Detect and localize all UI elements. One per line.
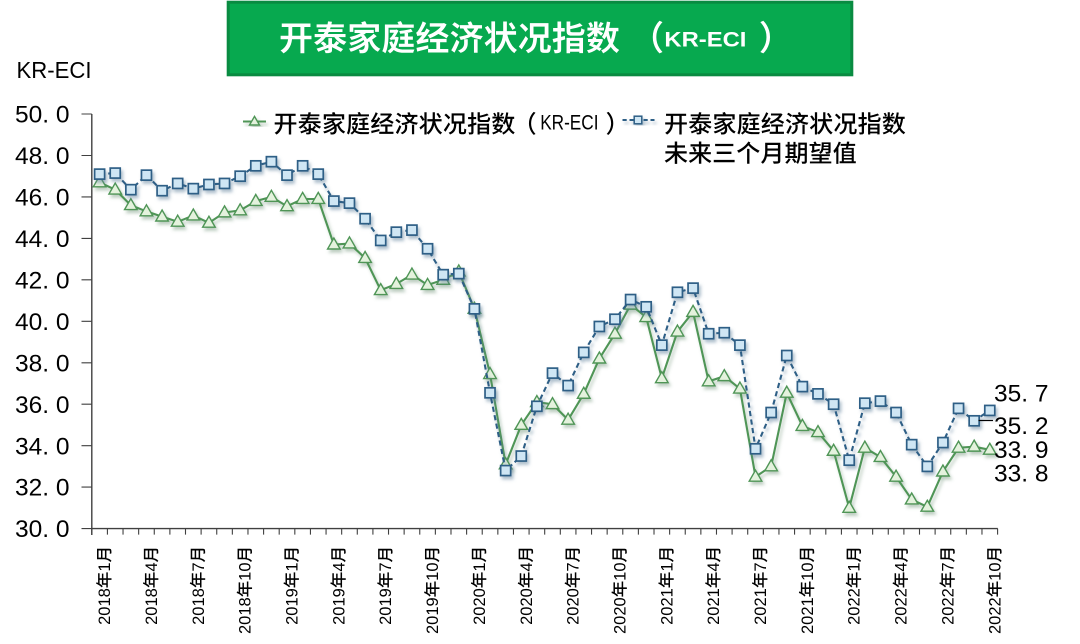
svg-text:1: 1	[284, 562, 302, 571]
svg-text:42. 0: 42. 0	[15, 267, 70, 294]
svg-text:33. 8: 33. 8	[994, 461, 1049, 488]
svg-text:4: 4	[330, 562, 348, 571]
svg-text:7: 7	[939, 562, 957, 571]
svg-text:2022: 2022	[846, 588, 864, 625]
svg-text:2019: 2019	[284, 588, 302, 625]
svg-text:1: 1	[846, 562, 864, 571]
svg-text:2019: 2019	[330, 588, 348, 625]
svg-text:32. 0: 32. 0	[15, 475, 70, 502]
svg-text:2019: 2019	[424, 597, 442, 634]
svg-text:4: 4	[143, 562, 161, 571]
svg-text:7: 7	[565, 562, 583, 571]
svg-text:4: 4	[893, 562, 911, 571]
svg-text:2019: 2019	[377, 588, 395, 625]
svg-text:2022: 2022	[939, 588, 957, 625]
svg-text:1: 1	[658, 562, 676, 571]
svg-text:46. 0: 46. 0	[15, 185, 70, 212]
svg-text:35. 7: 35. 7	[994, 381, 1049, 408]
svg-text:KR-ECI: KR-ECI	[664, 27, 746, 51]
svg-text:10: 10	[424, 562, 442, 580]
svg-text:2020: 2020	[611, 597, 629, 634]
svg-text:2020: 2020	[518, 588, 536, 625]
svg-text:10: 10	[799, 562, 817, 580]
svg-text:2018: 2018	[237, 597, 255, 634]
svg-text:7: 7	[377, 562, 395, 571]
svg-text:2021: 2021	[658, 588, 676, 625]
svg-text:48. 0: 48. 0	[15, 143, 70, 170]
svg-text:2018: 2018	[143, 588, 161, 625]
svg-text:4: 4	[705, 562, 723, 571]
svg-text:1: 1	[471, 562, 489, 571]
svg-text:33. 9: 33. 9	[994, 437, 1049, 464]
svg-text:2018: 2018	[190, 588, 208, 625]
svg-text:4: 4	[518, 562, 536, 571]
svg-text:2020: 2020	[565, 588, 583, 625]
svg-text:1: 1	[96, 562, 114, 571]
svg-text:10: 10	[611, 562, 629, 580]
svg-text:7: 7	[752, 562, 770, 571]
svg-text:36. 0: 36. 0	[15, 392, 70, 419]
svg-text:2020: 2020	[471, 588, 489, 625]
svg-text:2021: 2021	[705, 588, 723, 625]
svg-text:38. 0: 38. 0	[15, 350, 70, 377]
svg-text:2022: 2022	[986, 597, 1004, 634]
svg-text:KR-ECI: KR-ECI	[17, 57, 92, 83]
svg-text:10: 10	[237, 562, 255, 580]
svg-text:40. 0: 40. 0	[15, 309, 70, 336]
svg-text:7: 7	[190, 562, 208, 571]
svg-text:34. 0: 34. 0	[15, 433, 70, 460]
svg-text:44. 0: 44. 0	[15, 226, 70, 253]
svg-text:30. 0: 30. 0	[15, 516, 70, 543]
svg-text:35. 2: 35. 2	[994, 413, 1049, 440]
svg-text:2021: 2021	[752, 588, 770, 625]
svg-text:2018: 2018	[96, 588, 114, 625]
svg-text:2021: 2021	[799, 597, 817, 634]
svg-text:50. 0: 50. 0	[15, 102, 70, 129]
svg-text:10: 10	[986, 562, 1004, 580]
svg-text:KR-ECI: KR-ECI	[540, 111, 598, 135]
svg-text:2022: 2022	[893, 588, 911, 625]
